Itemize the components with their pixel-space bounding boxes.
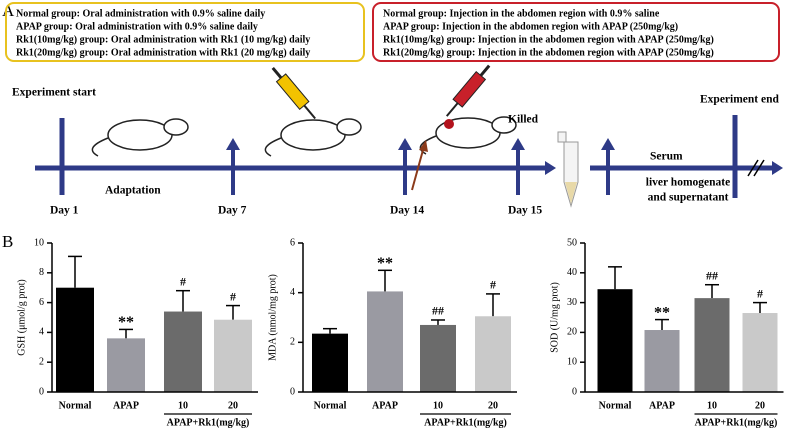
bar <box>475 316 511 392</box>
timeline-label: liver homogenate <box>646 177 730 189</box>
y-tick-label: 30 <box>567 297 577 308</box>
day-label: Day 7 <box>218 205 247 217</box>
bar <box>214 319 252 392</box>
x-tick-label: 10 <box>707 400 717 411</box>
bar <box>164 311 202 392</box>
group-label: APAP+Rk1(mg/kg) <box>695 417 778 428</box>
y-axis-label: MDA (nmol/mg prot) <box>267 274 278 361</box>
injection-arrow <box>411 140 428 191</box>
y-tick-label: 6 <box>290 237 295 248</box>
day-label: Day 14 <box>390 205 424 217</box>
y-tick-label: 50 <box>567 237 577 248</box>
bar <box>420 324 456 392</box>
y-tick-label: 0 <box>572 386 577 397</box>
bar <box>597 289 633 392</box>
protocol-line: APAP group: Injection in the abdomen reg… <box>383 21 678 32</box>
day-label: Day 1 <box>50 205 79 217</box>
x-tick-label: APAP <box>649 400 675 411</box>
y-tick-label: 10 <box>567 356 577 367</box>
panel-label: B <box>2 232 13 251</box>
y-tick-label: 10 <box>34 237 44 248</box>
y-tick-label: 0 <box>290 386 295 397</box>
x-tick-label: APAP <box>113 400 139 411</box>
y-tick-label: 4 <box>290 287 295 298</box>
x-tick-label: Normal <box>59 400 92 411</box>
protocol-line: Normal group: Injection in the abdomen r… <box>383 8 660 19</box>
protocol-line: Normal group: Oral administration with 0… <box>16 8 265 19</box>
y-tick-label: 2 <box>39 356 44 367</box>
x-tick-label: 10 <box>178 400 188 411</box>
protocol-line: Rk1(10mg/kg) group: Injection in the abd… <box>383 34 714 45</box>
y-tick-label: 4 <box>39 327 44 338</box>
y-tick-label: 2 <box>290 337 295 348</box>
significance-mark: ** <box>654 304 670 321</box>
y-tick-label: 40 <box>567 267 577 278</box>
mouse-icons <box>91 116 517 157</box>
protocol-line: Rk1(10mg/kg) group: Oral administration … <box>16 34 310 45</box>
bar <box>644 330 680 392</box>
bar <box>367 291 403 392</box>
timeline <box>35 115 783 198</box>
significance-mark: # <box>490 278 496 292</box>
timeline-label: Experiment start <box>12 87 96 99</box>
x-tick-label: 20 <box>228 400 238 411</box>
protocol-box <box>5 2 365 62</box>
y-tick-label: 0 <box>39 386 44 397</box>
timeline-label: Serum <box>650 151 683 163</box>
significance-mark: ## <box>706 268 718 282</box>
bar <box>107 338 145 392</box>
timeline-label: and supernatant <box>648 192 729 204</box>
x-tick-label: Normal <box>599 400 632 411</box>
protocol-line: APAP group: Oral administration with 0.9… <box>16 21 258 32</box>
group-label: APAP+Rk1(mg/kg) <box>167 417 250 428</box>
significance-mark: # <box>757 286 763 300</box>
y-axis-label: SOD (U/mg prot) <box>549 282 560 353</box>
timeline-label: Killed <box>508 114 539 126</box>
break-mark <box>747 159 765 177</box>
x-tick-label: 10 <box>433 400 443 411</box>
protocol-box <box>372 2 780 62</box>
bar <box>694 298 730 392</box>
syringe-icons <box>271 64 491 120</box>
bar <box>312 333 348 392</box>
timeline-label: Experiment end <box>700 94 780 106</box>
bar <box>742 313 778 392</box>
y-axis-label: GSH (μmol/g prot) <box>16 279 27 355</box>
day-label: Day 15 <box>508 205 542 217</box>
x-tick-label: 20 <box>488 400 498 411</box>
significance-mark: ## <box>432 304 444 318</box>
timeline-label: Adaptation <box>105 185 161 197</box>
bar <box>56 287 94 392</box>
significance-mark: # <box>180 274 186 288</box>
x-tick-label: Normal <box>314 400 347 411</box>
protocol-line: Rk1(20mg/kg) group: Oral administration … <box>16 47 310 58</box>
x-tick-label: APAP <box>372 400 398 411</box>
y-tick-label: 6 <box>39 297 44 308</box>
significance-mark: ** <box>118 314 134 331</box>
x-tick-label: 20 <box>755 400 765 411</box>
significance-mark: # <box>230 289 236 303</box>
tube-icon <box>557 131 579 208</box>
y-tick-label: 20 <box>567 327 577 338</box>
group-label: APAP+Rk1(mg/kg) <box>424 417 507 428</box>
protocol-line: Rk1(20mg/kg) group: Injection in the abd… <box>383 47 714 58</box>
significance-mark: ** <box>377 255 393 272</box>
y-tick-label: 8 <box>39 267 44 278</box>
